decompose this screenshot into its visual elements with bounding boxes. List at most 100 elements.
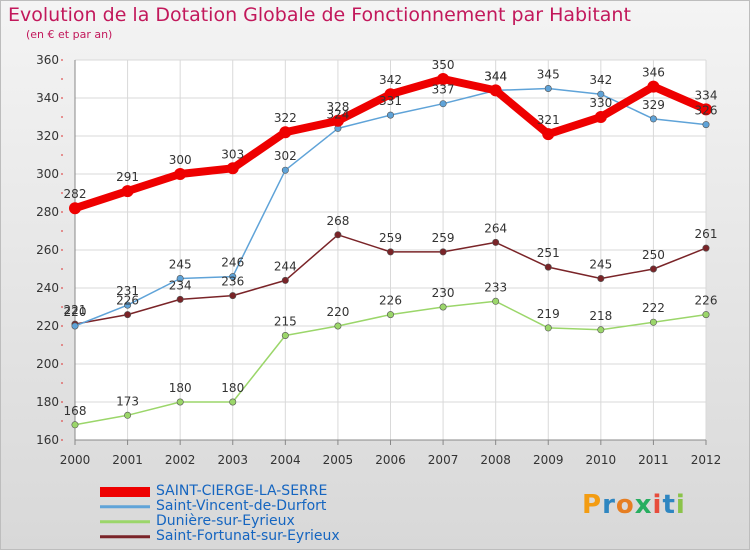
legend-item: Dunière-sur-Eyrieux [100, 514, 520, 529]
data-point [124, 311, 132, 319]
proxiti-logo: Proxiti [582, 490, 686, 520]
data-label: 329 [642, 98, 665, 112]
data-point [437, 73, 450, 85]
legend-label: Dunière-sur-Eyrieux [156, 513, 295, 529]
data-label: 259 [432, 231, 455, 245]
data-label: 246 [221, 256, 244, 270]
data-label: 180 [169, 381, 192, 395]
data-point [281, 331, 289, 339]
data-label: 226 [695, 294, 718, 308]
data-point [594, 111, 607, 123]
data-label: 326 [695, 104, 718, 118]
x-tick-label: 2011 [638, 453, 669, 467]
data-point [597, 326, 605, 334]
data-point [597, 274, 605, 282]
data-point [492, 297, 500, 305]
data-point [386, 248, 394, 256]
data-point [702, 244, 710, 252]
y-tick-label: 240 [36, 281, 59, 295]
y-tick-label: 160 [36, 433, 59, 447]
chart-title: Evolution de la Dotation Globale de Fonc… [8, 4, 631, 26]
data-label: 173 [116, 394, 139, 408]
data-label: 233 [484, 280, 507, 294]
x-tick-label: 2006 [375, 453, 406, 467]
data-point [124, 301, 132, 309]
data-point [439, 100, 447, 108]
data-label: 261 [695, 227, 718, 241]
data-point [176, 274, 184, 282]
data-label: 331 [379, 94, 402, 108]
data-label: 342 [379, 73, 402, 87]
data-label: 324 [326, 107, 349, 121]
data-label: 345 [537, 68, 560, 82]
line-chart: 160 180 200 220 240 260 280 300 320 340 360 2000 200… [36, 53, 722, 467]
legend-swatch [100, 504, 150, 509]
y-tick-label: 300 [36, 167, 59, 181]
y-tick-label: 340 [36, 91, 59, 105]
x-tick-label: 2007 [428, 453, 459, 467]
x-tick-label: 2012 [691, 453, 722, 467]
legend: SAINT-CIERGE-LA-SERRE Saint-Vincent-de-Du… [100, 484, 520, 544]
data-label: 218 [589, 309, 612, 323]
legend-item: Saint-Fortunat-sur-Eyrieux [100, 529, 520, 544]
data-point [649, 318, 657, 326]
data-point [386, 111, 394, 119]
chart-subtitle: (en € et par an) [26, 28, 113, 41]
legend-label: Saint-Vincent-de-Durfort [156, 498, 327, 514]
x-tick-label: 2009 [533, 453, 564, 467]
data-label: 344 [484, 69, 507, 83]
data-label: 344 [484, 69, 507, 83]
data-label: 268 [326, 214, 349, 228]
data-point [649, 265, 657, 273]
data-label: 168 [64, 404, 87, 418]
x-tick-label: 2005 [323, 453, 354, 467]
data-point [71, 421, 79, 429]
data-point [384, 88, 397, 101]
data-label: 302 [274, 149, 297, 163]
data-point [647, 80, 660, 93]
data-label: 251 [537, 246, 560, 260]
data-label: 244 [274, 259, 297, 273]
data-label: 337 [432, 83, 455, 97]
x-tick-label: 2003 [217, 453, 248, 467]
data-label: 226 [116, 294, 139, 308]
legend-item: SAINT-CIERGE-LA-SERRE [100, 484, 520, 499]
data-point [386, 311, 394, 319]
data-point [71, 322, 79, 330]
data-label: 303 [221, 147, 244, 161]
y-tick-label: 320 [36, 129, 59, 143]
data-point [229, 273, 237, 281]
data-point [489, 84, 502, 97]
data-label: 250 [642, 248, 665, 262]
data-label: 234 [169, 278, 192, 292]
data-label: 330 [589, 96, 612, 110]
y-tick-label: 220 [36, 319, 59, 333]
data-label: 282 [64, 187, 87, 201]
data-point [226, 162, 239, 175]
data-point [700, 103, 712, 116]
data-label: 220 [326, 305, 349, 319]
data-point [69, 202, 81, 215]
data-label: 334 [695, 88, 718, 102]
data-point [121, 185, 134, 198]
data-label: 230 [432, 286, 455, 300]
data-point [334, 231, 342, 239]
data-label: 322 [274, 111, 297, 125]
data-label: 226 [379, 294, 402, 308]
data-point [542, 128, 555, 141]
data-label: 231 [116, 284, 139, 298]
x-tick-label: 2004 [270, 453, 301, 467]
data-label: 180 [221, 381, 244, 395]
y-tick-label: 280 [36, 205, 59, 219]
data-point [229, 398, 237, 406]
data-point [702, 121, 710, 129]
legend-item: Saint-Vincent-de-Durfort [100, 499, 520, 514]
data-label: 220 [64, 305, 87, 319]
data-point [334, 322, 342, 330]
data-point [279, 126, 292, 139]
data-label: 215 [274, 315, 297, 329]
data-label: 221 [64, 303, 87, 317]
legend-swatch [100, 534, 150, 539]
data-point [176, 398, 184, 406]
data-label: 236 [221, 275, 244, 289]
